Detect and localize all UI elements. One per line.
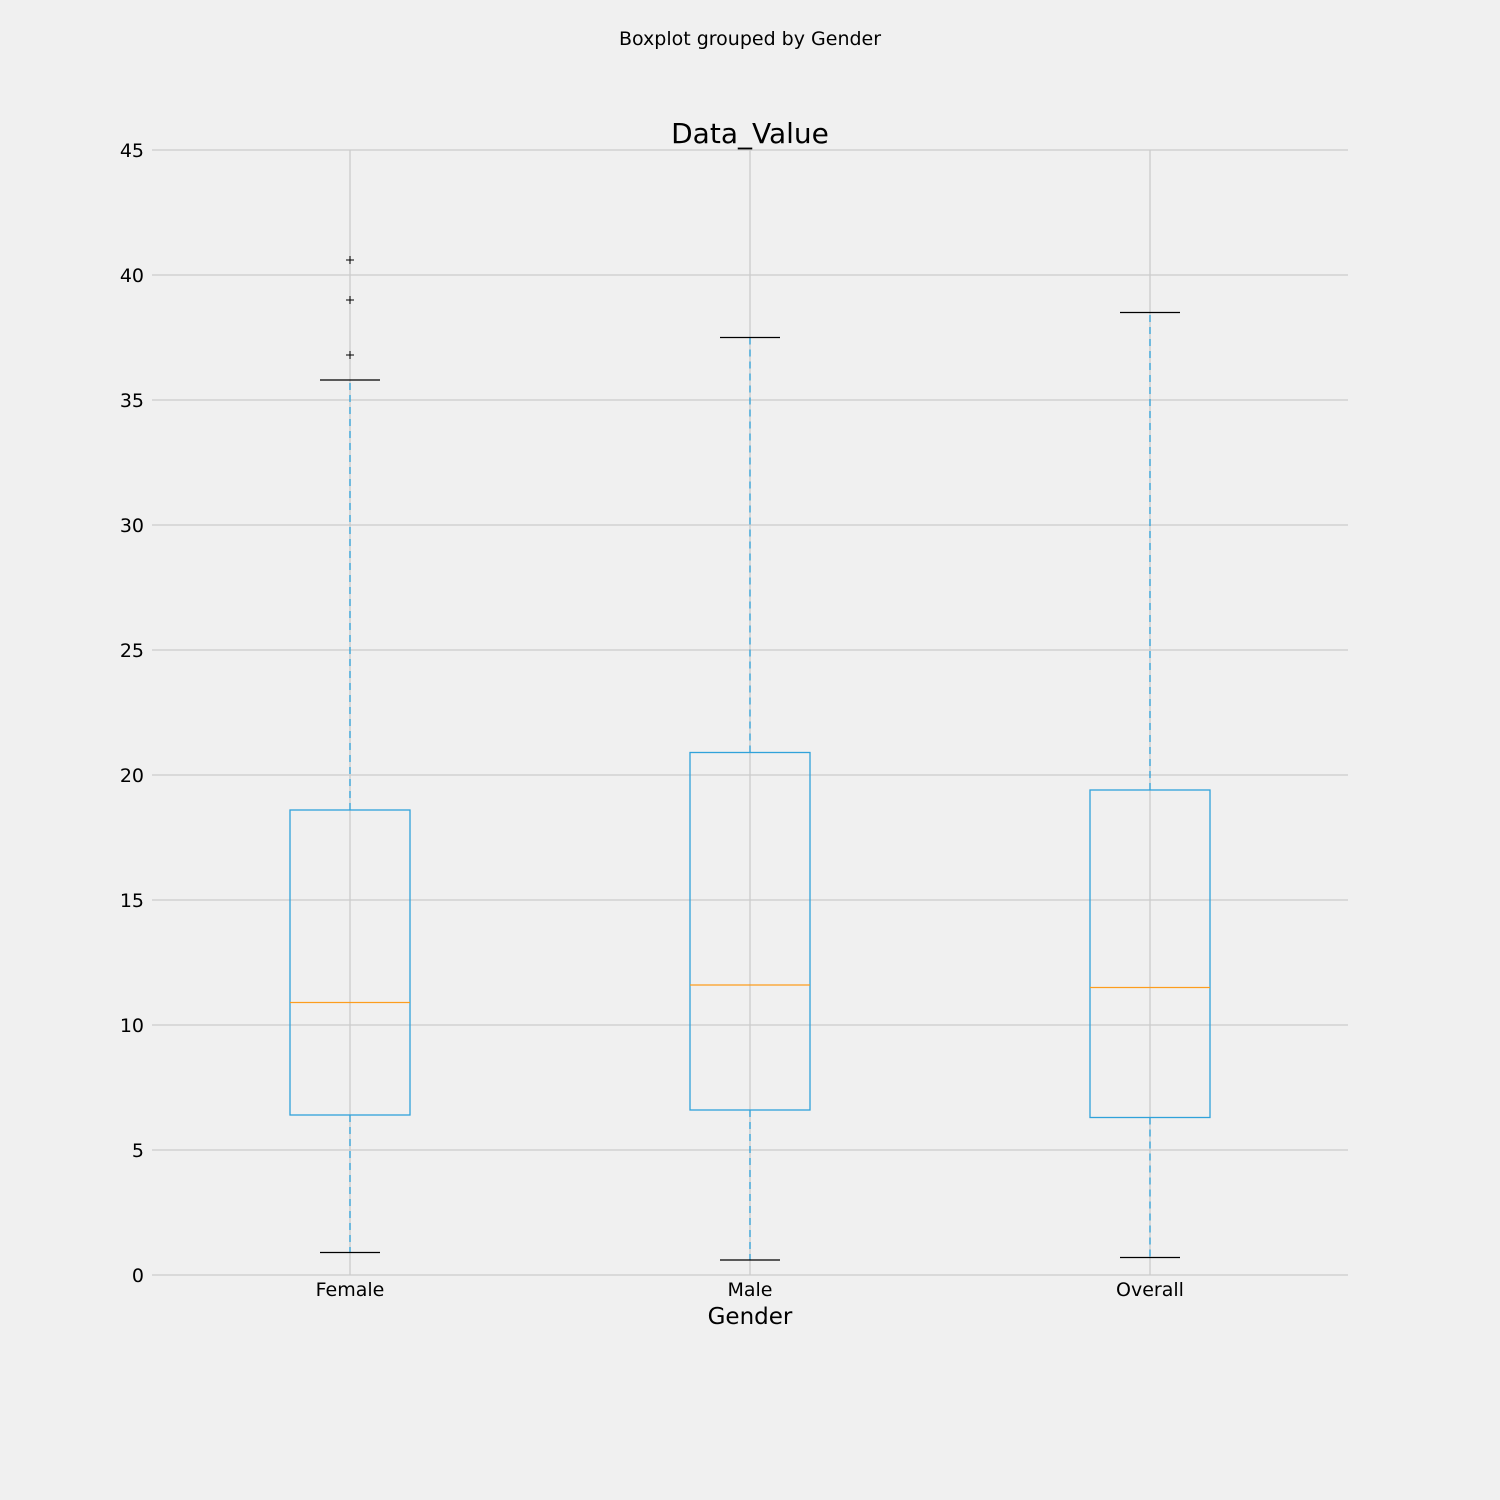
outlier-marker <box>346 296 354 304</box>
x-tick-label: Male <box>727 1279 772 1301</box>
y-tick-label: 20 <box>120 765 144 787</box>
y-tick-label: 0 <box>132 1265 144 1287</box>
y-tick-label: 45 <box>120 140 144 162</box>
outlier-marker <box>346 351 354 359</box>
outlier-marker <box>346 256 354 264</box>
x-tick-label: Female <box>316 1279 385 1301</box>
box-group-male <box>689 336 811 1261</box>
boxes <box>289 256 1211 1261</box>
y-tick-label: 5 <box>132 1140 144 1162</box>
iqr-box <box>1089 789 1211 1119</box>
y-tick-label: 15 <box>120 890 144 912</box>
y-axis-ticks: 0 5 10 15 20 25 30 35 40 45 <box>120 140 144 1287</box>
iqr-box <box>689 751 811 1111</box>
x-axis-ticks: Female Male Overall <box>316 1279 1184 1301</box>
y-tick-label: 25 <box>120 640 144 662</box>
box-group-female <box>289 256 411 1254</box>
y-tick-label: 10 <box>120 1015 144 1037</box>
x-tick-label: Overall <box>1116 1279 1184 1301</box>
iqr-box <box>289 809 411 1116</box>
chart-suptitle: Boxplot grouped by Gender <box>619 28 881 50</box>
y-tick-label: 40 <box>120 265 144 287</box>
box-group-overall <box>1089 311 1211 1259</box>
y-tick-label: 35 <box>120 390 144 412</box>
y-tick-label: 30 <box>120 515 144 537</box>
chart-title: Data_Value <box>671 117 829 150</box>
x-axis-label: Gender <box>708 1304 793 1330</box>
